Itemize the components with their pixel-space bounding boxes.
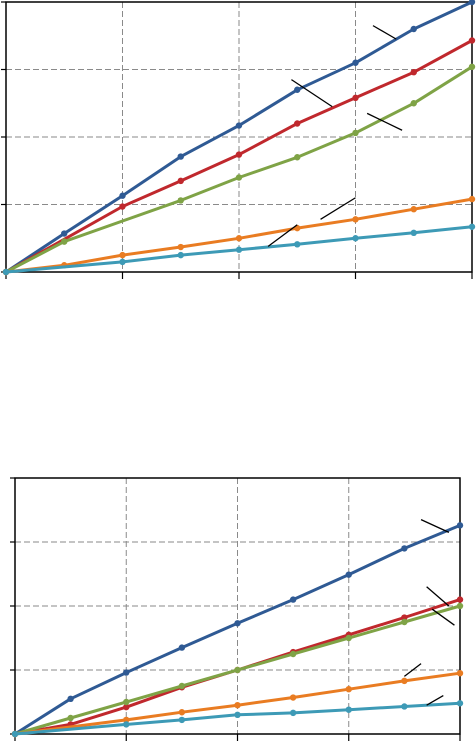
- leader-line: [420, 519, 450, 533]
- data-point: [67, 695, 74, 702]
- data-point: [294, 86, 301, 93]
- data-point: [234, 711, 241, 718]
- data-point: [119, 192, 126, 199]
- data-point: [177, 251, 184, 259]
- data-point: [456, 596, 464, 603]
- data-point: [294, 154, 301, 161]
- data-point: [235, 151, 243, 158]
- data-point: [352, 59, 359, 66]
- data-point: [401, 614, 408, 621]
- data-point: [401, 618, 408, 626]
- data-point: [410, 229, 417, 237]
- data-point: [289, 650, 297, 658]
- data-point: [234, 620, 241, 627]
- series-5: [11, 700, 464, 738]
- data-point: [401, 677, 408, 685]
- data-point: [345, 634, 352, 642]
- data-point: [119, 251, 126, 259]
- data-point: [235, 174, 243, 181]
- data-point: [178, 682, 186, 690]
- data-point: [289, 709, 297, 717]
- leader-line: [431, 608, 455, 626]
- data-point: [234, 702, 241, 709]
- data-point: [352, 94, 359, 102]
- data-point: [123, 716, 130, 724]
- series-line: [4, 225, 474, 274]
- data-point: [456, 700, 464, 707]
- data-point: [177, 197, 184, 204]
- leader-line: [366, 112, 403, 131]
- data-point: [456, 670, 464, 677]
- data-point: [289, 694, 297, 701]
- leader-line: [426, 586, 450, 607]
- chart-1: [1, 0, 476, 279]
- data-point: [178, 644, 186, 651]
- data-point: [345, 686, 352, 693]
- data-point: [456, 522, 464, 529]
- leader-line: [320, 197, 356, 220]
- data-point: [123, 703, 130, 711]
- data-point: [352, 129, 359, 137]
- data-point: [177, 243, 184, 251]
- series-line: [13, 701, 462, 736]
- data-point: [410, 206, 417, 213]
- data-point: [234, 666, 241, 674]
- series-line: [13, 671, 462, 736]
- data-point: [345, 571, 352, 578]
- series-4: [2, 195, 476, 276]
- data-point: [401, 545, 408, 552]
- data-point: [177, 177, 184, 185]
- series-5: [2, 223, 476, 276]
- data-point: [235, 122, 243, 129]
- data-point: [178, 709, 186, 716]
- data-point: [468, 195, 476, 203]
- data-point: [123, 721, 130, 728]
- data-point: [61, 230, 68, 237]
- leader-line: [372, 25, 397, 40]
- data-point: [468, 0, 476, 6]
- leader-line: [267, 224, 298, 247]
- series-line: [4, 65, 474, 274]
- data-point: [352, 235, 359, 242]
- series-4: [11, 670, 464, 738]
- data-point: [410, 100, 417, 107]
- data-point: [401, 703, 408, 710]
- data-point: [235, 246, 243, 253]
- data-point: [178, 716, 186, 724]
- data-point: [410, 69, 417, 76]
- data-point: [468, 223, 476, 230]
- data-point: [352, 216, 359, 223]
- data-point: [289, 596, 297, 603]
- data-point: [11, 730, 19, 738]
- data-point: [456, 602, 464, 610]
- data-point: [67, 714, 74, 722]
- data-point: [294, 241, 301, 248]
- data-point: [2, 268, 10, 276]
- data-point: [294, 120, 301, 127]
- chart-2: [10, 477, 464, 741]
- data-point: [468, 63, 476, 70]
- data-point: [468, 37, 476, 44]
- leader-line: [403, 663, 422, 677]
- data-point: [61, 238, 68, 245]
- data-point: [177, 153, 184, 160]
- data-point: [123, 698, 130, 706]
- data-point: [235, 235, 243, 242]
- series-3: [2, 63, 476, 276]
- series-line: [4, 39, 474, 274]
- leader-line: [291, 79, 333, 108]
- data-point: [119, 203, 126, 210]
- data-point: [345, 706, 352, 713]
- data-point: [410, 25, 417, 33]
- leader-line: [426, 695, 444, 706]
- data-point: [119, 258, 126, 266]
- data-point: [123, 669, 130, 676]
